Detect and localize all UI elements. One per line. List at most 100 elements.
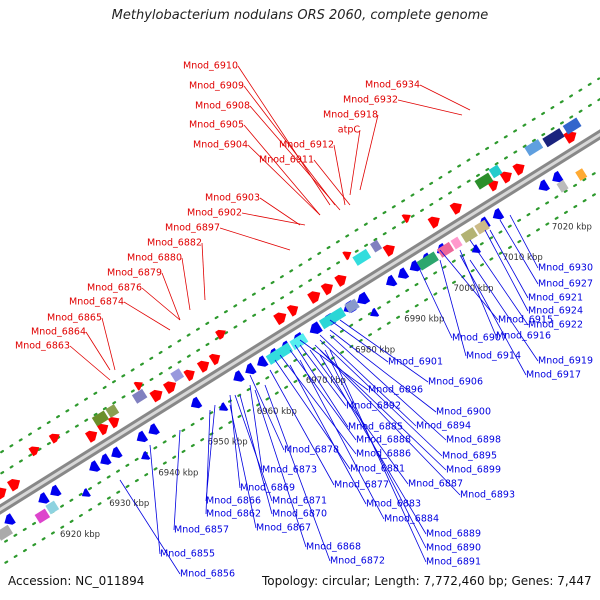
reverse-gene-label: Mnod_6868 — [306, 542, 361, 553]
feature-block — [352, 248, 372, 266]
leader-line — [101, 317, 116, 371]
forward-gene-arrow — [499, 171, 512, 184]
leader-line — [329, 334, 447, 441]
reverse-gene-label: Mnod_6919 — [538, 356, 593, 367]
forward-gene-label: Mnod_6904 — [193, 140, 248, 151]
reverse-gene-label: Mnod_6894 — [416, 421, 471, 432]
feature-block — [265, 342, 293, 365]
leader-line — [123, 301, 171, 331]
reverse-gene-label: Mnod_6922 — [528, 320, 583, 331]
forward-gene-arrow — [48, 433, 60, 444]
leader-line — [313, 159, 351, 206]
forward-gene-arrow — [7, 479, 21, 492]
forward-gene-arrow — [0, 487, 7, 500]
leader-line — [219, 227, 291, 251]
reverse-gene-label: Mnod_6899 — [446, 465, 501, 476]
reverse-gene-label: Mnod_6862 — [206, 509, 261, 520]
leader-line — [269, 369, 335, 486]
feature-block — [542, 128, 565, 148]
reverse-gene-arrow — [219, 402, 229, 411]
leader-line — [469, 239, 529, 326]
reverse-gene-label: Mnod_6893 — [460, 490, 515, 501]
feature-block — [524, 139, 544, 157]
reverse-gene-arrow — [538, 179, 550, 191]
reverse-gene-label: Mnod_6896 — [368, 385, 423, 396]
leader-line — [319, 339, 443, 457]
forward-gene-arrow — [307, 291, 321, 304]
leader-line — [149, 444, 161, 555]
reverse-gene-label: Mnod_6857 — [174, 525, 229, 536]
genome-summary-text: Topology: circular; Length: 7,772,460 bp… — [262, 574, 592, 588]
reverse-gene-arrow — [309, 321, 323, 334]
leader-line — [229, 404, 257, 529]
leader-line — [161, 272, 181, 321]
reverse-gene-arrow — [100, 453, 112, 465]
map-title: Methylobacterium nodulans ORS 2060, comp… — [111, 8, 489, 23]
feature-block — [131, 388, 148, 404]
scale-tick-label: 6920 kbp — [60, 530, 100, 540]
forward-gene-label: Mnod_6865 — [47, 313, 102, 324]
reverse-gene-label: Mnod_6855 — [160, 549, 215, 560]
forward-gene-label: Mnod_6882 — [147, 238, 202, 249]
reverse-gene-arrow — [552, 170, 564, 183]
feature-block — [562, 117, 582, 135]
reverse-gene-arrow — [141, 451, 151, 460]
feature-block — [416, 251, 439, 271]
forward-gene-arrow — [196, 360, 210, 373]
feature-block — [437, 241, 455, 258]
feature-block — [474, 172, 494, 190]
reverse-gene-label: Mnod_6881 — [350, 464, 405, 475]
leader-line — [247, 144, 321, 216]
reverse-gene-arrow — [50, 484, 62, 497]
forward-gene-label: Mnod_6864 — [31, 327, 86, 338]
feature-block — [344, 298, 360, 314]
leader-line — [259, 197, 301, 226]
leader-line — [249, 374, 285, 451]
leader-line — [274, 359, 351, 470]
scale-tick-label: 6970 kbp — [306, 376, 346, 386]
reverse-gene-label: Mnod_6917 — [526, 370, 581, 381]
forward-gene-arrow — [163, 381, 177, 394]
leader-line — [69, 345, 111, 381]
leader-line — [249, 105, 341, 211]
leader-line — [439, 259, 467, 357]
forward-gene-arrow — [512, 163, 525, 176]
reverse-gene-label: Mnod_6867 — [256, 523, 311, 534]
leader-line — [234, 394, 273, 502]
reverse-gene-arrow — [111, 446, 123, 458]
reverse-gene-label: Mnod_6906 — [428, 377, 483, 388]
forward-gene-label: Mnod_6880 — [127, 253, 182, 264]
reverse-gene-arrow — [136, 430, 149, 443]
forward-gene-label: Mnod_6932 — [343, 95, 398, 106]
leader-line — [239, 394, 273, 515]
reverse-gene-label: Mnod_6885 — [348, 422, 403, 433]
reverse-gene-arrow — [4, 513, 16, 525]
leader-line — [324, 349, 427, 549]
leader-line — [329, 349, 427, 563]
forward-gene-arrow — [334, 274, 347, 287]
leader-line — [459, 254, 527, 376]
leader-line — [499, 219, 539, 285]
reverse-gene-label: Mnod_6878 — [284, 445, 339, 456]
forward-gene-arrow — [286, 305, 299, 317]
reverse-gene-label: Mnod_6914 — [466, 351, 521, 362]
forward-gene-arrow — [320, 283, 333, 296]
reverse-gene-label: Mnod_6924 — [528, 306, 583, 317]
reverse-gene-label: Mnod_6872 — [330, 556, 385, 567]
scale-tick-label: 6930 kbp — [109, 499, 149, 509]
forward-gene-arrow — [563, 131, 577, 144]
leader-line — [439, 249, 499, 321]
leader-line — [397, 99, 463, 116]
forward-gene-label: Mnod_6905 — [189, 120, 244, 131]
leader-line — [289, 349, 357, 441]
leader-line — [173, 429, 181, 531]
reverse-gene-arrow — [245, 362, 257, 375]
reverse-gene-arrow — [148, 423, 160, 435]
leader-line — [264, 384, 331, 562]
forward-gene-arrow — [342, 251, 352, 261]
forward-gene-arrow — [133, 381, 143, 391]
reverse-gene-label: Mnod_6901 — [388, 357, 443, 368]
forward-gene-label: Mnod_6879 — [107, 268, 162, 279]
forward-gene-label: Mnod_6911 — [259, 155, 314, 166]
